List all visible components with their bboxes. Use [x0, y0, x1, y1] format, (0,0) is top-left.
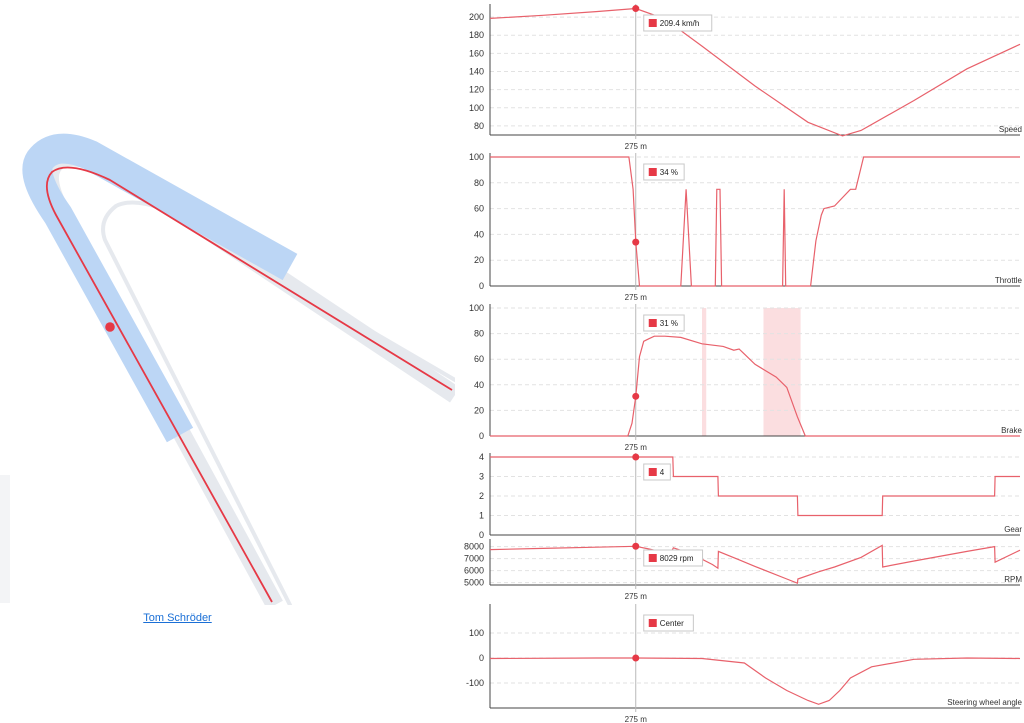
racing-line: [46, 166, 453, 603]
rpm-tooltip: 8029 rpm: [643, 549, 704, 567]
brake-tooltip: 31 %: [643, 314, 685, 332]
rpm-series-line: [489, 544, 1021, 585]
steering-cursor-point: [632, 654, 640, 662]
rpm-tick-label: 6000: [464, 566, 484, 576]
brake-chart-label: Brake: [1001, 426, 1022, 435]
brake-tick-label: 20: [474, 405, 484, 415]
brake-tick-label: 0: [479, 431, 484, 441]
gear-cursor-point: [632, 453, 640, 461]
throttle-tooltip-value: 34 %: [660, 168, 678, 177]
driver-name-link[interactable]: Tom Schröder: [143, 612, 212, 624]
throttle-tick-label: 20: [474, 255, 484, 265]
gear-tooltip: 4: [643, 463, 671, 481]
side-panel-edge: [0, 475, 10, 603]
speed-chart-label: Speed: [999, 125, 1022, 134]
gear-series-line: [490, 456, 1020, 517]
brake-tick-label: 80: [474, 329, 484, 339]
steering-chart-label: Steering wheel angle: [947, 698, 1022, 707]
throttle-tooltip: 34 %: [643, 163, 685, 181]
rpm-chart-label: RPM: [1004, 575, 1022, 584]
gear-tick-label: 2: [479, 491, 484, 501]
throttle-chart[interactable]: 0 20 40 60 80 100 34 % Throttle 275 m: [469, 152, 1023, 302]
gear-tick-label: 4: [479, 452, 484, 462]
rpm-tick-label: 7000: [464, 554, 484, 564]
track-map[interactable]: [0, 0, 455, 605]
speed-tick-label: 120: [469, 85, 484, 95]
speed-chart[interactable]: 80 100 120 140 160 180 200 209.4 km/h Speed 275 m: [469, 4, 1022, 151]
throttle-cursor-point: [632, 238, 640, 246]
speed-tooltip: 209.4 km/h: [643, 14, 713, 32]
throttle-series-line: [490, 156, 1020, 287]
gear-tick-label: 3: [479, 472, 484, 482]
steering-tick-label: -100: [466, 678, 484, 688]
gear-chart-label: Gear: [1004, 525, 1022, 534]
brake-tick-label: 100: [469, 303, 484, 313]
steering-tooltip-swatch: [648, 619, 657, 627]
throttle-tick-label: 100: [469, 152, 484, 162]
rpm-tooltip-swatch: [648, 554, 657, 562]
throttle-cursor-distance: 275 m: [625, 293, 648, 302]
rpm-chart[interactable]: 5000 6000 7000 8000 8029 rpm RPM 275 m: [464, 539, 1022, 601]
brake-cursor-point: [632, 392, 640, 400]
steering-series-line: [489, 657, 1021, 705]
throttle-tooltip-swatch: [648, 168, 657, 176]
gear-tooltip-swatch: [648, 468, 657, 476]
speed-tick-label: 140: [469, 67, 484, 77]
steering-tick-label: 100: [469, 628, 484, 638]
speed-tick-label: 80: [474, 121, 484, 131]
rpm-cursor-distance: 275 m: [625, 592, 648, 601]
rpm-tick-label: 8000: [464, 542, 484, 552]
steering-cursor-distance: 275 m: [625, 715, 648, 723]
steering-tick-label: 0: [479, 653, 484, 663]
gear-chart[interactable]: 0 1 2 3 4 4 Gear: [479, 452, 1022, 540]
brake-cursor-distance: 275 m: [625, 443, 648, 452]
car-position-marker: [105, 322, 115, 332]
speed-cursor-distance: 275 m: [625, 142, 648, 151]
track-map-panel: Tom Schröder: [0, 0, 455, 723]
brake-tick-label: 60: [474, 354, 484, 364]
speed-tick-label: 200: [469, 12, 484, 22]
rpm-tooltip-value: 8029 rpm: [660, 554, 694, 563]
reference-lap-overlay: [22, 133, 298, 443]
gear-tick-label: 1: [479, 511, 484, 521]
brake-tooltip-swatch: [648, 319, 657, 327]
speed-tick-label: 100: [469, 103, 484, 113]
brake-chart[interactable]: 0 20 40 60 80 100 31 % Brake 275 m: [469, 303, 1023, 452]
speed-tick-label: 180: [469, 30, 484, 40]
throttle-tick-label: 40: [474, 229, 484, 239]
steering-tooltip: Center: [643, 614, 694, 632]
track-surface: [41, 148, 455, 605]
throttle-chart-label: Throttle: [995, 276, 1023, 285]
brake-tick-label: 40: [474, 380, 484, 390]
speed-series-line: [489, 7, 1021, 137]
speed-tooltip-value: 209.4 km/h: [660, 19, 700, 28]
rpm-tick-label: 5000: [464, 578, 484, 588]
speed-tick-label: 160: [469, 48, 484, 58]
brake-highlight-band-0: [702, 308, 707, 436]
rpm-cursor-point: [632, 542, 640, 550]
steering-chart[interactable]: -100 0 100 Center Steering wheel angle 275 m: [466, 604, 1023, 723]
throttle-tick-label: 60: [474, 204, 484, 214]
gear-tick-label: 0: [479, 530, 484, 540]
throttle-tick-label: 0: [479, 281, 484, 291]
throttle-tick-label: 80: [474, 178, 484, 188]
brake-tooltip-value: 31 %: [660, 319, 678, 328]
speed-tooltip-swatch: [648, 19, 657, 27]
speed-cursor-point: [632, 5, 640, 13]
brake-highlight-band-1: [763, 308, 801, 436]
steering-tooltip-value: Center: [660, 619, 684, 628]
brake-series-line: [490, 335, 1020, 437]
gear-tooltip-value: 4: [660, 468, 665, 477]
